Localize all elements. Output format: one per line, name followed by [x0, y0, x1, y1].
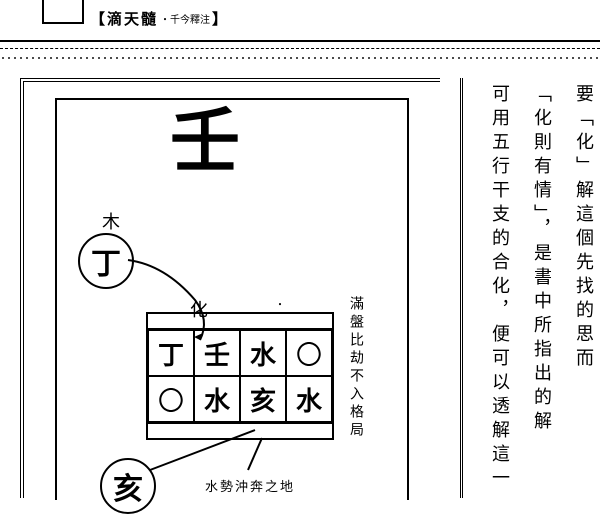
grid-r2c4: 水 [286, 376, 332, 422]
text-col-3: 可用五行干支的合化，便可以透解這一 [491, 84, 509, 492]
big-heading-char: 壬 [170, 108, 240, 178]
bracket-open: 【 [90, 8, 105, 29]
grid-r1c1: 丁 [148, 330, 194, 376]
header-title-main: 滴天髓 [107, 8, 158, 29]
header-small-box [42, 0, 84, 24]
text-column-area: 要「化」解這個先找的思而 「化則有情」，是書中所指出的解 可用五行干支的合化，便… [460, 78, 600, 498]
header-title-sub: ・千今釋注 [160, 11, 210, 26]
node-ding-char: 丁 [91, 239, 121, 283]
diagram-frame: 壬 木 丁 化 ・ 丁 壬 水 〇 〇 水 亥 水 滿盤比劫不入格局 亥 水勢沖… [20, 78, 440, 498]
node-ding-circle: 丁 [78, 233, 134, 289]
bazi-grid: 丁 壬 水 〇 〇 水 亥 水 [146, 328, 334, 424]
dotted-bar [0, 55, 600, 63]
text-col-1: 要「化」解這個先找的思而 [575, 84, 593, 372]
grid-r1c3: 水 [240, 330, 286, 376]
grid-r1c4: 〇 [286, 330, 332, 376]
center-dot: ・ [275, 296, 285, 311]
page-root: 【 滴天髓 ・千今釋注 】 壬 木 丁 化 ・ 丁 壬 水 〇 〇 水 亥 水 [0, 0, 600, 500]
grid-r2c3: 亥 [240, 376, 286, 422]
grid-r2c2: 水 [194, 376, 240, 422]
grid-bottom-bar [146, 422, 334, 440]
text-col-2: 「化則有情」，是書中所指出的解 [533, 84, 551, 435]
node-hai-circle: 亥 [100, 458, 156, 514]
top-rule [0, 40, 600, 48]
label-mu: 木 [102, 208, 120, 234]
grid-r2c1: 〇 [148, 376, 194, 422]
bracket-close: 】 [212, 8, 227, 29]
node-hai-char: 亥 [113, 464, 143, 508]
header-title: 【 滴天髓 ・千今釋注 】 [90, 8, 227, 29]
grid-bottom-caption: 水勢沖奔之地 [205, 476, 295, 495]
grid-right-caption: 滿盤比劫不入格局 [345, 296, 365, 440]
grid-r1c2: 壬 [194, 330, 240, 376]
